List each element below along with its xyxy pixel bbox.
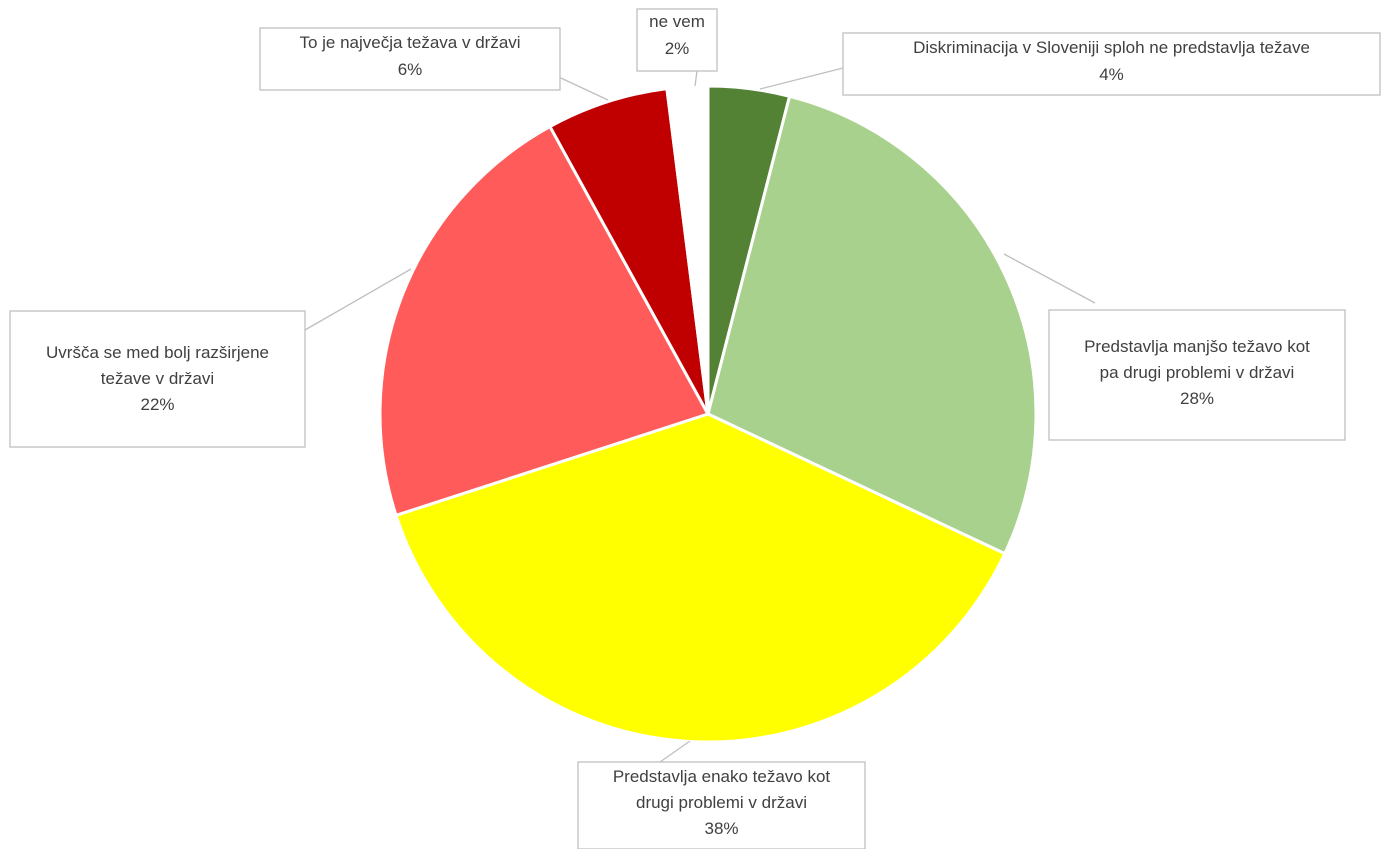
slice-category-label: ne vem	[649, 12, 705, 31]
slice-value-label: 22%	[140, 395, 174, 414]
slice-category-label: pa drugi problemi v državi	[1100, 363, 1295, 382]
callout-box	[577, 761, 866, 849]
callout-box	[9, 310, 306, 448]
data-label-callout-4: Uvršča se med bolj razširjene težave v dr…	[9, 310, 306, 448]
data-label-callout-5: To je največja težava v državi 6%	[259, 27, 561, 91]
slice-category-label: Predstavlja manjšo težavo kot	[1084, 337, 1310, 356]
data-label-callout-1: Diskriminacija v Sloveniji sploh ne pred…	[842, 32, 1381, 96]
leader-line-3	[659, 740, 691, 763]
slice-value-label: 28%	[1180, 389, 1214, 408]
slice-value-label: 2%	[665, 39, 690, 58]
slice-category-label: težave v državi	[101, 369, 214, 388]
callout-box	[842, 32, 1381, 96]
slice-category-label: drugi problemi v državi	[636, 793, 807, 812]
slices-layer	[378, 84, 1038, 744]
callout-box	[259, 27, 561, 91]
slice-value-label: 6%	[398, 60, 423, 79]
callouts-layer: Diskriminacija v Sloveniji sploh ne pred…	[9, 8, 1381, 849]
pie-slice-6	[665, 84, 710, 416]
leader-line-4	[304, 268, 412, 331]
leader-line-2	[1003, 253, 1096, 304]
pie-slice-5	[548, 87, 710, 416]
slice-category-label: Diskriminacija v Sloveniji sploh ne pred…	[913, 38, 1310, 57]
leader-line-6	[694, 70, 698, 87]
leader-lines-layer	[304, 67, 1096, 763]
callout-box	[636, 8, 718, 72]
leader-line-1	[759, 67, 844, 90]
pie-slice-2	[706, 94, 1038, 556]
pie-slice-3	[394, 412, 1007, 744]
slice-value-label: 4%	[1099, 65, 1124, 84]
slice-category-label: To je največja težava v državi	[299, 33, 520, 52]
data-label-callout-2: Predstavlja manjšo težavo kot pa drugi pr…	[1048, 309, 1346, 441]
data-label-callout-3: Predstavlja enako težavo kot drugi proble…	[577, 761, 866, 849]
slice-category-label: Predstavlja enako težavo kot	[613, 767, 831, 786]
slice-value-label: 38%	[704, 819, 738, 838]
data-label-callout-6: ne vem 2%	[636, 8, 718, 72]
slice-category-label: Uvršča se med bolj razširjene	[46, 343, 269, 362]
callout-box	[1048, 309, 1346, 441]
pie-slice-4	[378, 125, 710, 517]
